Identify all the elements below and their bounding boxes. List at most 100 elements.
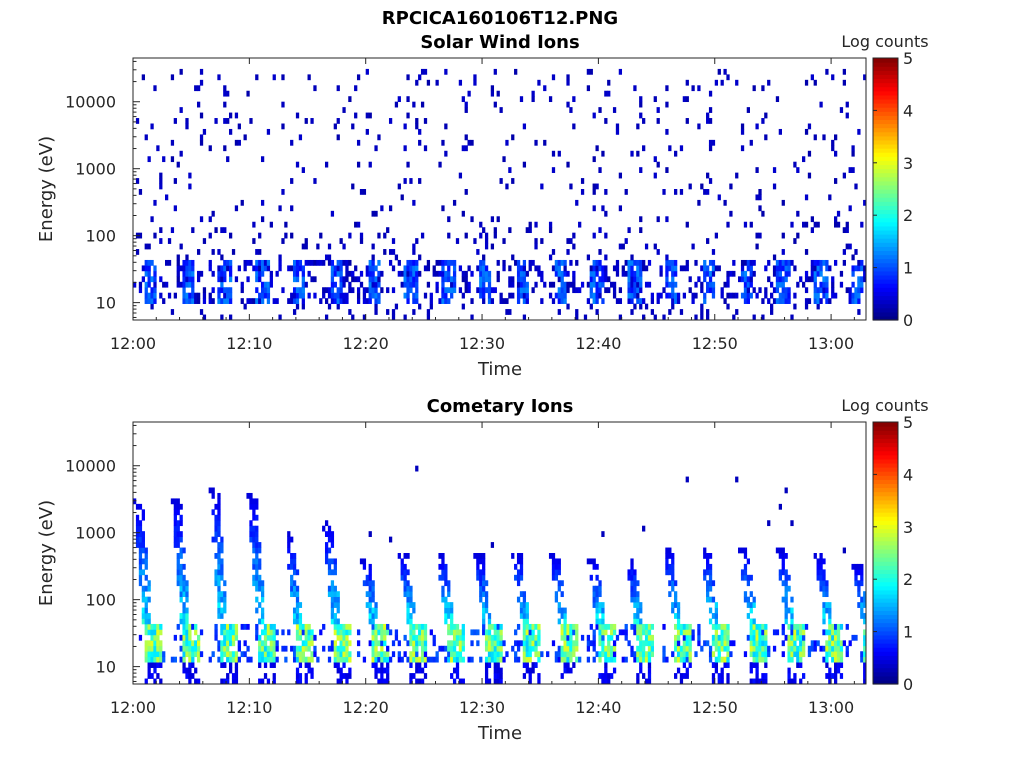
heatmap-cell [292,287,297,294]
heatmap-cell [170,498,175,505]
heatmap-cell [368,292,372,299]
heatmap-cell [650,309,655,315]
heatmap-cell [438,574,442,581]
heatmap-cell [706,585,710,592]
heatmap-cell [697,634,701,641]
heatmap-cell [854,563,858,570]
heatmap-cell [505,309,509,315]
colorbar-segment [873,127,898,133]
heatmap-cell [525,640,529,647]
heatmap-cell [557,607,561,614]
colorbar-segment [873,217,898,223]
heatmap-cell [595,259,599,266]
heatmap-cell [863,591,867,598]
heatmap-cell [490,542,495,548]
heatmap-cell [857,128,861,135]
heatmap-cell [141,607,145,614]
colorbar-segment [873,532,898,538]
heatmap-cell [665,216,669,223]
heatmap-cell [516,281,521,288]
heatmap-cell [804,128,809,135]
heatmap-cell [339,287,343,294]
heatmap-cell [566,249,570,255]
heatmap-cell [519,553,524,559]
heatmap-cell [764,287,768,294]
heatmap-cell [493,232,497,239]
heatmap-cell [281,287,285,294]
heatmap-cell [749,276,753,283]
heatmap-cell [156,634,160,641]
heatmap-cell [484,662,489,668]
heatmap-cell [781,596,785,603]
heatmap-cell [499,292,503,299]
heatmap-cell [560,645,564,652]
heatmap-cell [482,276,486,283]
panel-title: Solar Wind Ions [420,32,579,53]
heatmap-cell [223,118,227,124]
heatmap-cell [156,145,160,152]
heatmap-cell [272,298,276,304]
heatmap-cell [176,259,180,266]
heatmap-cell [807,276,812,283]
heatmap-cell [252,542,256,548]
heatmap-cell [644,656,649,663]
heatmap-cell [674,613,678,619]
heatmap-cell [490,287,495,294]
heatmap-cell [598,618,602,625]
heatmap-cell [336,259,340,266]
heatmap-cell [234,662,239,668]
heatmap-cell [412,265,416,272]
heatmap-cell [275,656,279,663]
heatmap-cell [214,503,218,510]
heatmap-cell [333,123,337,130]
heatmap-cell [301,167,305,173]
heatmap-cell [135,249,140,255]
heatmap-cell [458,656,463,663]
heatmap-cell [176,558,180,565]
heatmap-cell [348,673,352,679]
heatmap-cell [490,645,495,652]
heatmap-cell [255,249,259,255]
heatmap-cell [406,640,410,647]
heatmap-cell [580,634,585,641]
heatmap-cell [845,651,849,658]
heatmap-cell [522,662,527,668]
heatmap-cell [537,79,541,86]
heatmap-cell [470,270,474,277]
heatmap-cell [333,656,337,663]
heatmap-cell [537,629,541,636]
heatmap-cell [167,292,172,299]
colorbar-segment [873,139,898,145]
heatmap-cell [781,292,785,299]
heatmap-cell [796,623,800,630]
heatmap-cell [356,651,361,658]
heatmap-cell [301,270,305,277]
heatmap-cell [653,243,657,250]
heatmap-cell [409,591,413,598]
heatmap-cell [778,574,782,581]
heatmap-cell [819,563,823,570]
heatmap-cell [854,287,858,294]
heatmap-cell [412,656,416,663]
heatmap-cell [484,270,489,277]
colorbar-segment [873,557,898,562]
heatmap-cell [339,645,343,652]
heatmap-cell [519,96,524,103]
heatmap-cell [412,292,416,299]
heatmap-cell [531,662,535,668]
heatmap-cell [147,618,151,625]
heatmap-cell [447,591,451,598]
heatmap-cell [380,270,384,277]
heatmap-cell [135,520,140,527]
heatmap-cell [473,629,477,636]
heatmap-cell [255,623,259,630]
heatmap-cell [787,287,791,294]
heatmap-cell [371,580,375,587]
heatmap-cell [141,542,145,548]
heatmap-cell [199,112,204,119]
heatmap-cell [755,645,759,652]
heatmap-cell [322,645,326,652]
heatmap-cell [144,563,148,570]
heatmap-cell [362,189,367,195]
heatmap-cell [438,645,442,652]
